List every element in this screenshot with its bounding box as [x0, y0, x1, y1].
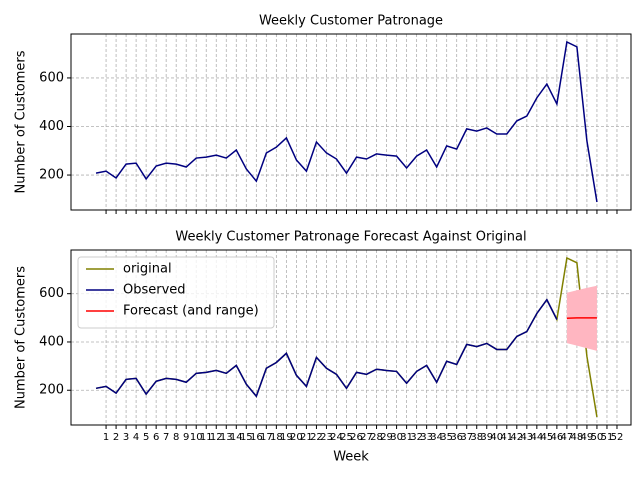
- x-tick-label: 38: [470, 432, 483, 443]
- x-tick-label: 40: [490, 432, 503, 443]
- x-tick-label: 10: [190, 432, 203, 443]
- legend-label: Observed: [123, 283, 186, 298]
- legend-label: original: [123, 262, 172, 277]
- y-tick-label: 200: [39, 383, 64, 398]
- x-tick-label: 14: [230, 432, 243, 443]
- x-tick-label: 2: [113, 432, 119, 443]
- x-tick-label: 17: [260, 432, 273, 443]
- axes-frame: [70, 33, 632, 211]
- y-axis-label: Number of Customers: [14, 266, 29, 409]
- x-tick-label: 1: [103, 432, 109, 443]
- x-tick-label: 51: [601, 432, 614, 443]
- x-tick-label: 28: [370, 432, 383, 443]
- x-tick-label: 25: [340, 432, 353, 443]
- chart-title: Weekly Customer Patronage Forecast Again…: [175, 230, 526, 245]
- x-tick-label: 41: [500, 432, 513, 443]
- x-tick-label: 11: [200, 432, 213, 443]
- legend: original Observed Forecast (and range): [77, 256, 275, 329]
- x-tick-label: 18: [270, 432, 283, 443]
- legend-box: [77, 256, 275, 329]
- y-tick-label: 600: [39, 286, 64, 301]
- x-tick-label: 39: [480, 432, 493, 443]
- y-tick-label: 400: [39, 334, 64, 349]
- x-tick-label: 29: [380, 432, 393, 443]
- x-tick-label: 9: [183, 432, 189, 443]
- x-tick-label: 23: [320, 432, 333, 443]
- x-tick-label: 12: [210, 432, 223, 443]
- x-tick-label: 43: [520, 432, 533, 443]
- x-tick-label: 6: [153, 432, 159, 443]
- x-tick-label: 30: [390, 432, 403, 443]
- x-axis-label: Week: [333, 450, 369, 465]
- series-line: [95, 298, 558, 398]
- x-tick-label: 45: [540, 432, 553, 443]
- x-tick-label: 19: [280, 432, 293, 443]
- x-tick-label: 26: [350, 432, 363, 443]
- x-tick-label: 48: [571, 432, 584, 443]
- x-tick-label: 3: [123, 432, 129, 443]
- x-tick-label: 27: [360, 432, 373, 443]
- x-tick-label: 31: [400, 432, 413, 443]
- x-tick-label: 4: [133, 432, 139, 443]
- x-tick-label: 50: [591, 432, 604, 443]
- x-tick-label: 52: [611, 432, 624, 443]
- x-tick-label: 46: [551, 432, 564, 443]
- x-tick-label: 44: [530, 432, 543, 443]
- x-tick-label: 42: [510, 432, 523, 443]
- x-tick-label: 33: [420, 432, 433, 443]
- y-axis-label: Number of Customers: [14, 50, 29, 193]
- x-tick-label: 49: [581, 432, 594, 443]
- y-tick-label: 200: [39, 168, 64, 183]
- x-tick-label: 24: [330, 432, 343, 443]
- x-tick-label: 34: [430, 432, 443, 443]
- x-tick-label: 37: [460, 432, 473, 443]
- line: [95, 40, 598, 203]
- chart-title: Weekly Customer Patronage: [259, 14, 443, 29]
- x-tick-label: 32: [410, 432, 423, 443]
- x-tick-label: 5: [143, 432, 149, 443]
- legend-label: Forecast (and range): [123, 304, 259, 319]
- x-tick-label: 36: [450, 432, 463, 443]
- x-tick-label: 20: [290, 432, 303, 443]
- x-tick-label: 15: [240, 432, 253, 443]
- x-tick-label: 22: [310, 432, 323, 443]
- x-tick-label: 16: [250, 432, 263, 443]
- x-tick-label: 21: [300, 432, 313, 443]
- x-tick-label: 35: [440, 432, 453, 443]
- x-tick-label: 8: [173, 432, 179, 443]
- x-tick-label: 13: [220, 432, 233, 443]
- y-tick-label: 400: [39, 119, 64, 134]
- x-tick-label: 7: [163, 432, 169, 443]
- y-tick-label: 600: [39, 70, 64, 85]
- axes-frame: [70, 249, 632, 426]
- x-tick-label: 47: [561, 432, 574, 443]
